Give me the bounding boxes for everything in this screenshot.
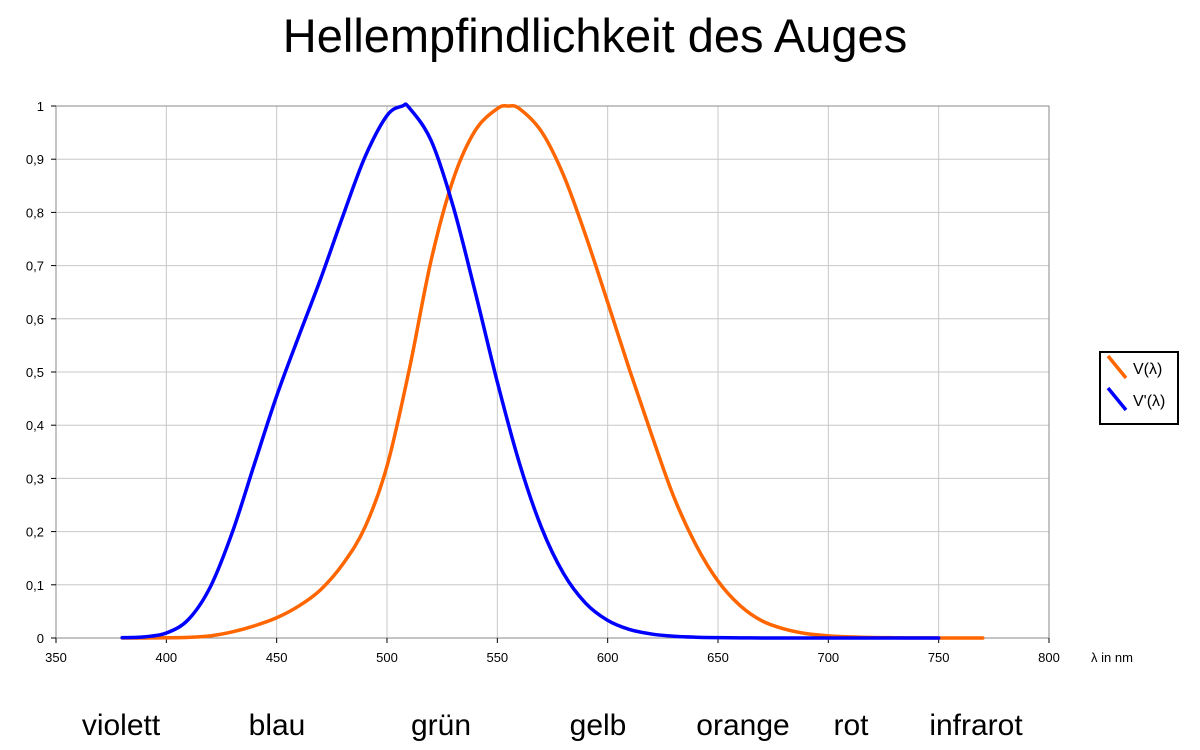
legend-swatch (1106, 386, 1128, 412)
y-tick-label: 0,3 (26, 471, 44, 486)
x-axis-label: λ in nm (1091, 650, 1133, 665)
color-band-label: violett (82, 709, 161, 742)
y-tick-label: 0,2 (26, 525, 44, 540)
series-line-0 (120, 103, 985, 640)
x-tick-label: 450 (266, 650, 288, 665)
y-tick-label: 0 (37, 631, 44, 646)
chart-title: Hellempfindlichkeit des Auges (283, 9, 907, 62)
color-band-label: rot (833, 709, 869, 742)
color-band-label: orange (696, 709, 789, 742)
axes: 350 400 450 500 550 600 650 700 750 800 0 0,1 0,2 0,3… (26, 99, 1060, 665)
x-tick-label: 750 (928, 650, 950, 665)
color-band-label: blau (249, 709, 306, 742)
y-tick-label: 0,9 (26, 152, 44, 167)
x-tick-label: 400 (155, 650, 177, 665)
y-tick-label: 0,1 (26, 578, 44, 593)
x-tick-label: 700 (817, 650, 839, 665)
legend: V(λ) V'(λ) (1099, 351, 1179, 425)
color-band-label: infrarot (929, 709, 1023, 742)
legend-swatch (1106, 354, 1128, 380)
color-band-label: grün (411, 709, 471, 742)
color-band-labels: violett blau grün gelb orange rot infrarot (82, 709, 1024, 742)
x-tick-label: 550 (486, 650, 508, 665)
x-tick-label: 650 (707, 650, 729, 665)
series-line-1 (120, 102, 941, 640)
series-lines (120, 102, 985, 640)
x-tick-label: 800 (1038, 650, 1060, 665)
y-tick-label: 0,4 (26, 418, 44, 433)
y-tick-label: 0,6 (26, 312, 44, 327)
x-tick-label: 350 (45, 650, 67, 665)
legend-label: V'(λ) (1133, 393, 1165, 410)
y-tick-label: 0,8 (26, 205, 44, 220)
color-band-label: gelb (570, 709, 627, 742)
legend-label: V(λ) (1133, 361, 1162, 378)
y-tick-label: 1 (37, 99, 44, 114)
y-tick-label: 0,7 (26, 259, 44, 274)
x-tick-label: 600 (597, 650, 619, 665)
y-tick-label: 0,5 (26, 365, 44, 380)
x-tick-label: 500 (376, 650, 398, 665)
